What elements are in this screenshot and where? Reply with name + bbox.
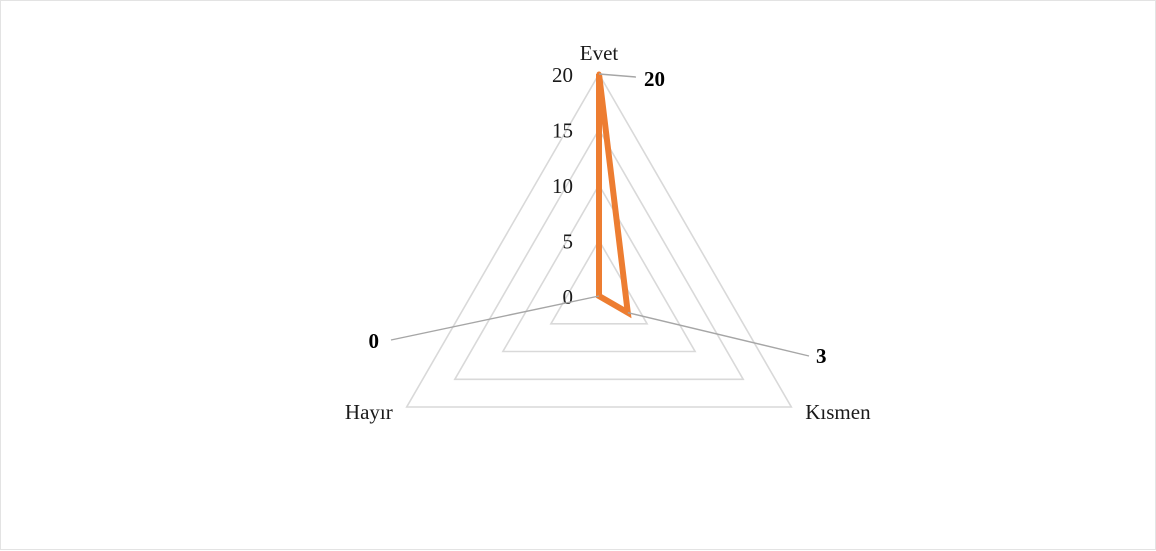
category-label-2: Kısmen xyxy=(805,400,871,424)
grid-ring-10 xyxy=(501,183,697,353)
tick-label-10: 10 xyxy=(552,174,573,198)
category-label-1: Evet xyxy=(580,41,619,65)
tick-label-0: 0 xyxy=(563,285,574,309)
data-label-2: 3 xyxy=(816,344,827,368)
grid-ring-15 xyxy=(453,127,745,381)
leader-line-2 xyxy=(627,311,810,357)
leader-line-1 xyxy=(598,73,637,78)
tick-label-20: 20 xyxy=(552,63,573,87)
grid-ring-20 xyxy=(405,72,793,408)
data-label-3: 0 xyxy=(369,329,380,353)
leader-line-3 xyxy=(390,295,600,341)
category-label-3: Hayır xyxy=(345,400,393,424)
data-label-1: 20 xyxy=(644,67,665,91)
series-line-1 xyxy=(596,73,632,319)
tick-label-15: 15 xyxy=(552,119,573,143)
tick-label-5: 5 xyxy=(563,230,574,254)
